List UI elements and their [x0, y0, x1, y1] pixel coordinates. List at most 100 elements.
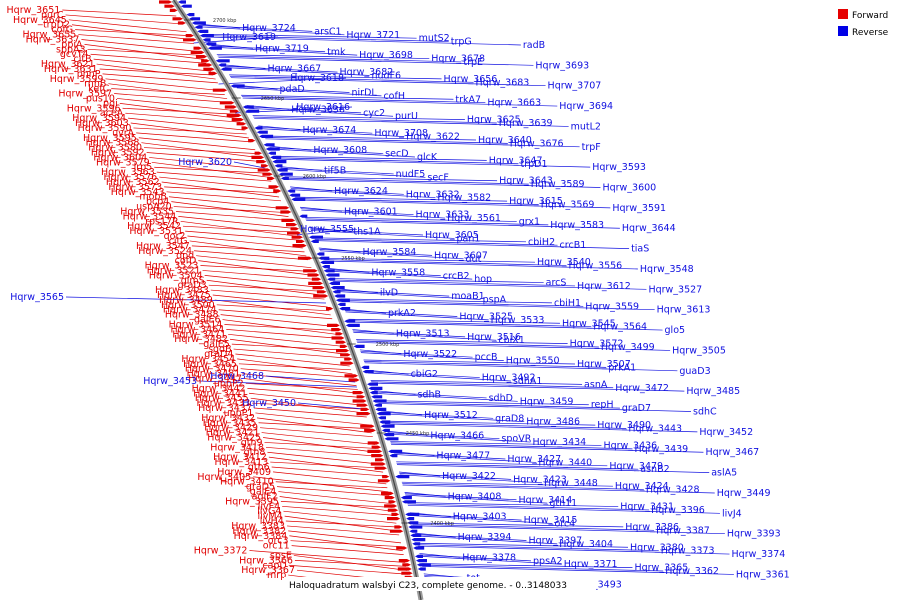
reverse-connector: [390, 442, 633, 450]
forward-connector: [284, 515, 399, 532]
forward-connector: [252, 402, 365, 410]
reverse-gene-label: Hqrw_3373: [661, 546, 715, 557]
reverse-gene-arrow: [218, 63, 227, 67]
reverse-gene-label: crcB2: [443, 271, 470, 282]
forward-gene-arrow: [381, 491, 394, 495]
forward-gene-label: Hqrw_3568: [86, 138, 140, 149]
reverse-connector: [377, 400, 589, 406]
reverse-gene-arrow: [381, 428, 390, 432]
reverse-gene-arrow: [270, 155, 282, 159]
reverse-connector: [323, 257, 536, 263]
forward-gene-label: graD5: [246, 482, 275, 493]
forward-gene-arrow: [326, 307, 334, 311]
reverse-connector: [199, 26, 345, 36]
forward-connector: [222, 319, 339, 335]
forward-gene-arrow: [377, 479, 391, 483]
reverse-gene-arrow: [194, 25, 203, 29]
forward-gene-label: Hqrw_3405: [197, 472, 251, 483]
reverse-gene-label: pspA: [483, 295, 507, 306]
reverse-connector: [419, 555, 562, 565]
forward-connector: [116, 98, 234, 111]
forward-gene-arrow: [286, 223, 298, 227]
reverse-connector: [391, 443, 704, 453]
reverse-gene-label: Hqrw_3667: [267, 64, 321, 75]
reverse-gene-label: Hqrw_3569: [541, 199, 595, 210]
reverse-gene-label: Hqrw_3374: [732, 549, 786, 560]
reverse-connector: [276, 158, 591, 168]
forward-gene-arrow: [384, 504, 398, 508]
forward-gene-arrow: [335, 340, 347, 344]
forward-gene-label: Hqrw_3384: [234, 531, 288, 542]
reverse-connector: [252, 115, 465, 120]
reverse-connector: [396, 461, 608, 467]
reverse-gene-arrow: [329, 281, 340, 285]
forward-gene-label: Hqrw_3395: [225, 496, 279, 507]
reverse-connector: [331, 278, 544, 283]
reverse-gene-label: Hqrw_3439: [634, 444, 688, 455]
forward-gene-arrow: [296, 239, 305, 243]
reverse-connector: [285, 176, 498, 182]
tick-label: 2400 kbp: [430, 521, 454, 527]
forward-connector: [208, 284, 322, 292]
reverse-connector: [242, 97, 558, 107]
forward-connector: [214, 299, 331, 316]
tick-label: 2550 kbp: [341, 256, 365, 262]
forward-gene-arrow: [316, 290, 327, 294]
forward-gene-label: cofD: [175, 256, 197, 267]
reverse-connector: [264, 137, 508, 144]
reverse-gene-label: Hqrw_3625: [467, 115, 521, 126]
forward-connector: [290, 540, 402, 548]
forward-connector: [283, 510, 397, 524]
reverse-gene-label: Hqrw_3408: [448, 491, 502, 502]
forward-gene-arrow: [268, 185, 280, 189]
forward-connector: [279, 496, 394, 512]
forward-gene-arrow: [371, 445, 381, 449]
reverse-gene-label: Hqrw_3361: [736, 569, 790, 580]
reverse-gene-arrow: [332, 290, 341, 294]
forward-gene-label: Hqrw_3500: [161, 300, 215, 311]
forward-gene-arrow: [387, 517, 401, 521]
reverse-gene-arrow: [180, 4, 192, 8]
reverse-gene-label: cbiH2: [528, 237, 555, 248]
forward-connector: [87, 48, 202, 56]
forward-connector: [136, 132, 252, 143]
reverse-gene-arrow: [287, 189, 296, 193]
reverse-connector: [332, 279, 576, 287]
reverse-connector: [295, 196, 508, 202]
reverse-connector: [374, 391, 487, 399]
forward-gene-arrow: [257, 168, 271, 172]
reverse-gene-label: cbiG2: [411, 369, 438, 380]
reverse-connector: [315, 240, 630, 249]
forward-gene-arrow: [183, 38, 197, 42]
reverse-gene-arrow: [407, 521, 419, 525]
forward-connector: [149, 157, 266, 170]
reverse-gene-label: asnA: [584, 379, 608, 390]
reverse-gene-label: pan1: [457, 233, 481, 244]
reverse-gene-label: Hqrw_3698: [359, 50, 413, 61]
reverse-gene-label: prkA1: [608, 362, 636, 373]
forward-gene-arrow: [340, 353, 351, 357]
forward-gene-label: Hqrw_3651: [7, 5, 61, 16]
forward-gene-arrow: [254, 151, 262, 155]
reverse-gene-label: Hqrw_3550: [506, 356, 560, 367]
forward-gene-arrow: [401, 571, 413, 575]
forward-gene-label: Hqrw_3543: [111, 187, 165, 198]
forward-connector: [212, 294, 328, 308]
reverse-gene-label: Hqrw_3572: [570, 339, 624, 350]
forward-connector: [141, 142, 260, 159]
forward-connector: [277, 486, 390, 496]
forward-gene-arrow: [344, 374, 359, 378]
forward-connector: [245, 383, 358, 390]
reverse-gene-label: trpG: [451, 37, 472, 48]
forward-connector: [220, 314, 336, 328]
tick-label: 2600 kbp: [303, 174, 327, 180]
reverse-connector: [394, 454, 537, 463]
reverse-connector: [274, 156, 487, 161]
forward-connector: [229, 338, 346, 355]
forward-connector: [291, 545, 404, 555]
reverse-gene-label: Hqrw_3612: [577, 281, 631, 292]
reverse-connector: [387, 432, 500, 440]
reverse-gene-label: Hqrw_3636: [291, 104, 345, 115]
reverse-connector: [404, 493, 517, 501]
forward-gene-label: livF4: [258, 501, 280, 512]
